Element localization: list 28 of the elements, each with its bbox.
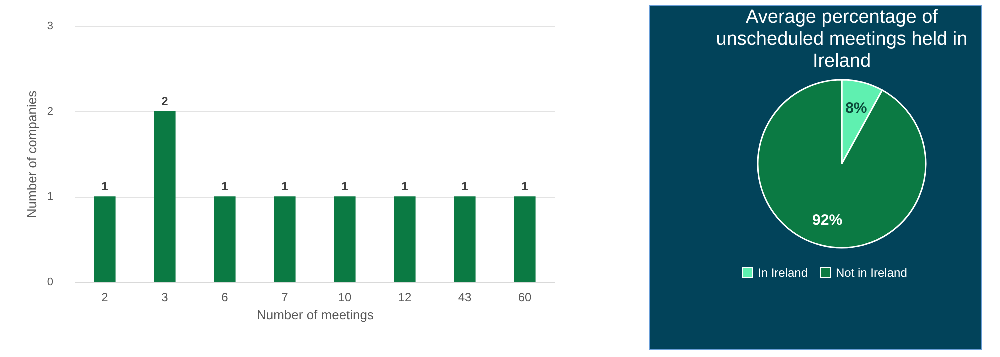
- y-tick-label: 3: [47, 20, 54, 32]
- data-label: 1: [402, 180, 409, 194]
- x-tick-label: 10: [338, 290, 352, 304]
- data-label: 8%: [846, 100, 868, 117]
- data-label: 1: [282, 180, 289, 194]
- data-label: 1: [102, 180, 109, 194]
- data-label: 1: [342, 180, 349, 194]
- pie-slice: [757, 79, 927, 249]
- y-tick-label: 2: [47, 106, 54, 118]
- data-label: 1: [462, 180, 469, 194]
- data-label: 92%: [812, 212, 843, 230]
- x-tick-label: 2: [102, 290, 109, 304]
- data-label: 1: [522, 180, 529, 194]
- data-label: 1: [222, 180, 229, 194]
- legend-label: Not in Ireland: [836, 266, 908, 280]
- x-tick-label: 12: [398, 290, 412, 304]
- x-tick-label: 3: [162, 290, 169, 304]
- x-axis-title: Number of meetings: [256, 308, 375, 322]
- x-tick-label: 43: [458, 290, 472, 304]
- x-tick-label: 6: [222, 290, 229, 304]
- data-label: 2: [162, 94, 169, 108]
- y-axis-title: Number of companies: [24, 90, 40, 218]
- y-tick-label: 1: [47, 191, 54, 204]
- legend-label: In Ireland: [758, 266, 808, 280]
- x-tick-label: 7: [282, 290, 289, 304]
- x-tick-label: 60: [518, 290, 532, 304]
- y-tick-label: 0: [47, 276, 54, 288]
- chart-title: Average percentage of unscheduled meetings held in Ireland: [716, 7, 968, 72]
